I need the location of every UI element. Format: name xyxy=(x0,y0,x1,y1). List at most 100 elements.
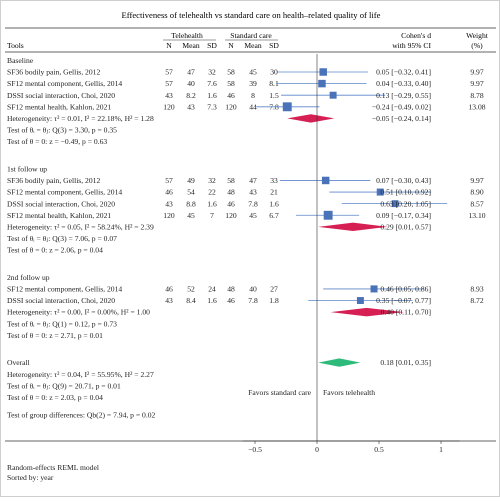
study-cell-m2: 7.8 xyxy=(248,296,258,305)
x-tick-label: 0.5 xyxy=(374,445,384,454)
study-marker xyxy=(319,68,327,76)
study-marker xyxy=(282,102,292,112)
study-ci-text: 0.13 [−0.29, 0.55] xyxy=(376,91,431,100)
study-marker xyxy=(323,210,333,220)
group-differences-test: Test of group differences: Qb(2) = 7.94,… xyxy=(7,410,156,419)
study-cell-n1: 57 xyxy=(165,68,173,77)
header-standard-care: Standard care xyxy=(230,31,272,40)
study-cell-sd1: 22 xyxy=(208,188,216,197)
study-cell-m2: 45 xyxy=(249,211,257,220)
subgroup-diamond xyxy=(330,307,404,317)
study-cell-m1: 54 xyxy=(187,188,195,197)
study-cell-n2: 120 xyxy=(225,211,237,220)
study-label: SF12 mental component, Gellis, 2014 xyxy=(7,285,122,294)
study-cell-n2: 46 xyxy=(227,199,235,208)
overall-stat-1: Test of θᵢ = θⱼ: Q(9) = 20.71, p = 0.01 xyxy=(7,381,121,390)
study-cell-m1: 8.2 xyxy=(186,91,196,100)
study-marker xyxy=(356,297,364,304)
x-tick-label: 1 xyxy=(439,445,443,454)
group-heading: 2nd follow up xyxy=(7,273,50,282)
group-test-zero: Test of θ = 0: z = 2.71, p = 0.01 xyxy=(7,331,103,340)
study-weight: 9.97 xyxy=(470,79,483,88)
header-n-telehealth: N xyxy=(166,41,172,50)
group-test-zero: Test of θ = 0: z = −0.49, p = 0.63 xyxy=(7,137,107,146)
overall-heading: Overall xyxy=(7,358,30,367)
study-cell-sd1: 1.6 xyxy=(207,91,217,100)
group-test-homogeneity: Test of θᵢ = θⱼ: Q(3) = 7.06, p = 0.07 xyxy=(7,234,117,243)
study-cell-m2: 45 xyxy=(249,68,257,77)
group-test-homogeneity: Test of θᵢ = θⱼ: Q(1) = 0.12, p = 0.73 xyxy=(7,319,117,328)
overall-stat-2: Test of θ = 0: z = 2.03, p = 0.04 xyxy=(7,393,103,402)
study-cell-m1: 8.4 xyxy=(186,296,196,305)
study-cell-n1: 43 xyxy=(165,91,173,100)
study-ci-text: 0.04 [−0.33, 0.40] xyxy=(376,79,431,88)
study-weight: 9.97 xyxy=(470,176,483,185)
study-marker xyxy=(329,91,337,99)
study-weight: 8.93 xyxy=(470,285,483,294)
group-test-homogeneity: Test of θᵢ = θⱼ: Q(3) = 3.30, p = 0.35 xyxy=(7,126,117,135)
study-cell-sd1: 7.3 xyxy=(207,102,217,111)
study-cell-n1: 120 xyxy=(163,211,175,220)
subgroup-ci-text: −0.05 [−0.24, 0.14] xyxy=(372,114,431,123)
study-ci-text: −0.24 [−0.49, 0.02] xyxy=(372,102,431,111)
header-sd-standard: SD xyxy=(269,41,279,50)
study-cell-sd2: 8.1 xyxy=(269,79,279,88)
study-ci-text: 0.51 [0.10, 0.92] xyxy=(380,188,431,197)
study-ci-text: 0.35 [−0.07, 0.77] xyxy=(376,296,431,305)
study-cell-m1: 8.8 xyxy=(186,199,196,208)
study-ci-text: 0.46 [0.05, 0.86] xyxy=(380,285,431,294)
study-label: DSSI social interaction, Choi, 2020 xyxy=(7,199,115,208)
study-cell-sd2: 1.5 xyxy=(269,91,279,100)
study-cell-n1: 43 xyxy=(165,199,173,208)
study-cell-m2: 39 xyxy=(249,79,257,88)
chart-title: Effectiveness of telehealth vs standard … xyxy=(122,10,381,20)
study-cell-sd2: 6.7 xyxy=(269,211,279,220)
header-tools: Tools xyxy=(7,41,24,50)
study-cell-n2: 46 xyxy=(227,296,235,305)
study-label: SF12 mental component, Gellis, 2014 xyxy=(7,79,122,88)
study-cell-n2: 48 xyxy=(227,188,235,197)
header-effect-top: Cohen's d xyxy=(401,31,431,40)
study-label: SF12 mental health, Kahlon, 2021 xyxy=(7,211,111,220)
header-weight-bottom: (%) xyxy=(471,41,483,50)
x-tick-label: 0 xyxy=(315,445,319,454)
study-cell-n2: 46 xyxy=(227,91,235,100)
study-weight: 9.97 xyxy=(470,68,483,77)
study-marker xyxy=(321,176,330,185)
header-mean-telehealth: Mean xyxy=(182,41,199,50)
study-cell-sd1: 7.6 xyxy=(207,79,217,88)
group-heterogeneity: Heterogeneity: τ² = 0.05, I² = 58.24%, H… xyxy=(7,222,154,231)
header-telehealth: Telehealth xyxy=(171,31,203,40)
forest-rows: Baseline SF36 bodily pain, Gellis, 2012 57… xyxy=(5,54,496,482)
study-weight: 8.72 xyxy=(470,296,483,305)
study-label: SF36 bodily pain, Gellis, 2012 xyxy=(7,176,100,185)
study-ci-text: 0.07 [−0.30, 0.43] xyxy=(376,176,431,185)
header-sd-telehealth: SD xyxy=(207,41,217,50)
group-test-zero: Test of θ = 0: z = 2.06, p = 0.04 xyxy=(7,246,103,255)
study-cell-sd1: 32 xyxy=(208,176,216,185)
x-axis: −0.5 0 0.5 1 xyxy=(242,440,460,454)
study-cell-sd2: 21 xyxy=(270,188,278,197)
study-cell-m1: 47 xyxy=(187,68,195,77)
study-cell-n1: 120 xyxy=(163,102,175,111)
group-heterogeneity: Heterogeneity: τ² = 0.01, I² = 22.18%, H… xyxy=(7,114,154,123)
subgroup-ci-text: 0.40 [0.11, 0.70] xyxy=(381,308,431,317)
study-marker xyxy=(376,188,384,196)
x-tick-label: −0.5 xyxy=(248,445,262,454)
subgroup-diamond xyxy=(318,222,388,232)
study-cell-m2: 44 xyxy=(249,102,257,111)
study-cell-sd2: 30 xyxy=(270,68,278,77)
study-label: SF36 bodily pain, Gellis, 2012 xyxy=(7,68,100,77)
study-label: DSSI social interaction, Choi, 2020 xyxy=(7,296,115,305)
study-weight: 13.08 xyxy=(468,102,485,111)
study-cell-sd1: 1.6 xyxy=(207,199,217,208)
study-ci-text: 0.09 [−0.17, 0.34] xyxy=(376,211,431,220)
study-cell-sd1: 24 xyxy=(208,285,216,294)
study-weight: 8.57 xyxy=(470,199,483,208)
study-cell-sd1: 32 xyxy=(208,68,216,77)
header-n-standard: N xyxy=(228,41,234,50)
group-heading: Baseline xyxy=(7,56,34,65)
study-marker xyxy=(318,79,326,88)
